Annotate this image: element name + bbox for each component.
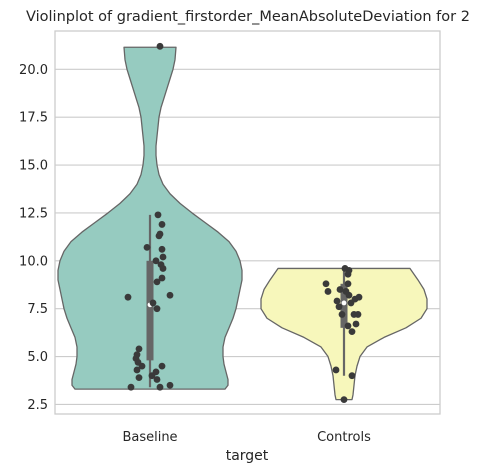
data-point	[322, 280, 330, 288]
data-point	[335, 303, 343, 311]
y-axis-ticks: 2.5 5.0 7.5 10.0 12.5 15.0 17.5 20.0	[19, 63, 48, 413]
data-point	[158, 221, 166, 228]
y-tick-label: 17.5	[19, 111, 48, 126]
data-point	[338, 311, 346, 318]
data-point	[158, 362, 166, 370]
data-point	[135, 374, 143, 382]
data-point	[166, 291, 174, 299]
data-point	[143, 243, 151, 251]
y-tick-label: 2.5	[27, 398, 48, 413]
y-tick-label: 12.5	[19, 206, 48, 221]
data-point	[332, 366, 340, 374]
data-point	[333, 297, 341, 305]
data-point	[153, 278, 161, 286]
data-point	[133, 366, 141, 374]
data-point	[341, 265, 349, 272]
y-tick-label: 15.0	[19, 159, 48, 174]
y-tick-label: 20.0	[19, 63, 48, 78]
data-point	[127, 383, 135, 391]
data-point	[124, 293, 132, 301]
data-point	[348, 328, 356, 336]
data-point	[138, 362, 146, 370]
data-point	[354, 311, 362, 318]
data-point	[156, 383, 164, 391]
data-point	[152, 257, 160, 265]
data-point	[149, 299, 157, 307]
x-axis-ticks: Baseline Controls	[122, 430, 371, 445]
data-point	[324, 288, 332, 295]
strip-points	[124, 42, 363, 404]
data-point	[135, 345, 143, 353]
data-point	[355, 293, 363, 301]
y-tick-label: 7.5	[27, 302, 48, 317]
data-point	[159, 253, 167, 261]
box-summaries	[146, 214, 348, 388]
chart-title: Violinplot of gradient_firstorder_MeanAb…	[26, 9, 470, 25]
data-point	[154, 211, 162, 219]
data-point	[153, 305, 161, 313]
x-axis-label: target	[226, 448, 269, 464]
iqr-box-controls	[340, 283, 348, 328]
plot-frame	[54, 30, 441, 415]
data-point	[336, 286, 344, 293]
median-marker-controls	[341, 300, 347, 306]
x-tick-label-baseline: Baseline	[122, 430, 177, 445]
data-point	[344, 280, 352, 288]
x-tick-label-controls: Controls	[317, 430, 371, 445]
iqr-box-baseline	[146, 260, 154, 361]
data-point	[155, 232, 163, 240]
data-point	[166, 381, 174, 389]
data-point	[158, 274, 166, 282]
data-point	[153, 376, 161, 383]
y-tick-label: 10.0	[19, 254, 48, 269]
data-point	[342, 288, 350, 295]
data-point	[352, 320, 360, 328]
data-point	[158, 245, 166, 253]
data-point	[348, 372, 356, 380]
data-point	[340, 396, 348, 404]
y-tick-label: 5.0	[27, 350, 48, 365]
data-point	[148, 372, 156, 380]
data-point	[156, 42, 164, 50]
data-point	[159, 265, 167, 272]
data-point	[344, 322, 352, 330]
